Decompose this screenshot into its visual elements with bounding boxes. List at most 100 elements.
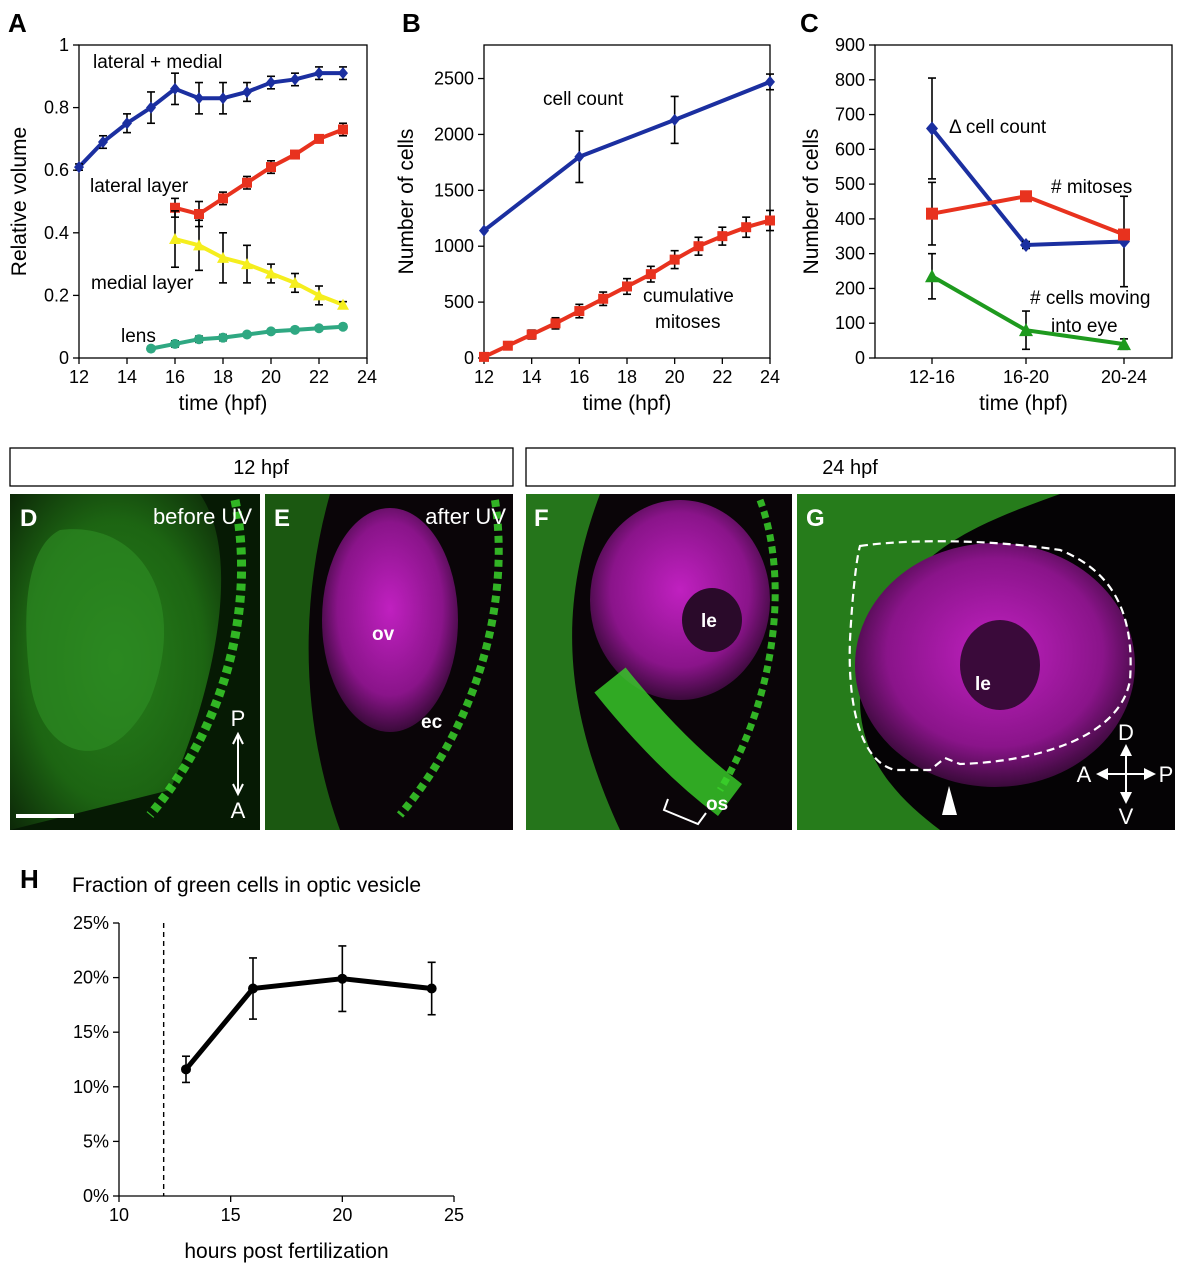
data-point: [314, 133, 324, 144]
data-point: [193, 239, 205, 251]
data-point: [550, 318, 561, 329]
data-point: [170, 202, 180, 213]
x-axis-label: time (hpf): [979, 392, 1068, 415]
panel-letter-c: C: [800, 8, 819, 38]
x-tick-label: 10: [109, 1205, 129, 1225]
data-point: [426, 983, 437, 994]
y-axis-label: Number of cells: [395, 129, 418, 275]
x-tick-label: 12: [69, 367, 89, 387]
micrograph-d: D before UV P A: [10, 494, 260, 830]
compass-icon: [1096, 744, 1156, 804]
y-tick-label: 0.8: [44, 98, 69, 118]
micro-d-a: A: [231, 798, 246, 823]
data-point: [741, 222, 752, 233]
x-tick-label: 14: [522, 367, 542, 387]
micro-d-label: before UV: [153, 504, 252, 529]
data-point: [313, 289, 325, 301]
data-point: [1118, 228, 1130, 241]
y-tick-label: 0.6: [44, 160, 69, 180]
y-tick-label: 400: [835, 209, 865, 229]
series-line: [77, 71, 343, 169]
data-point: [241, 258, 253, 270]
bracket-icon: [662, 798, 707, 826]
panel-letter-h: H: [20, 864, 39, 894]
y-tick-label: 15%: [73, 1022, 109, 1042]
data-point: [218, 193, 228, 204]
x-tick-label: 18: [213, 367, 233, 387]
data-point: [74, 161, 84, 174]
data-point: [1020, 237, 1032, 252]
series-label-lateral: lateral layer: [90, 176, 189, 197]
micrograph-f: F le os: [526, 494, 792, 830]
data-point: [925, 269, 939, 283]
data-point: [218, 92, 228, 105]
series-label-moving-2: into eye: [1051, 316, 1118, 337]
data-point: [337, 973, 348, 984]
plot-frame: [874, 44, 1173, 359]
series-label-moving-1: # cells moving: [1030, 288, 1150, 309]
data-point: [926, 121, 938, 136]
data-point: [266, 162, 276, 173]
chart-a: 12 14 16 18 20 22 24 0 0.2 0.4 0.6 0.8 1 time (hpf) Re…: [8, 35, 377, 415]
x-tick-label: 16: [165, 367, 185, 387]
data-point: [122, 117, 132, 130]
chart-title: Fraction of green cells in optic vesicle: [72, 874, 421, 897]
data-point: [218, 332, 228, 343]
data-point: [242, 329, 252, 340]
series-line: [184, 976, 432, 1071]
y-tick-label: 0.2: [44, 285, 69, 305]
y-tick-label: 2000: [434, 124, 474, 144]
data-point: [194, 209, 204, 220]
y-tick-label: 1000: [434, 236, 474, 256]
data-point: [598, 293, 609, 304]
chart-c: 0 100 200 300 400 500 600 700 800 900 12-16 16-20 20…: [800, 35, 1173, 415]
micrograph-e: E after UV ov ec: [265, 494, 513, 830]
y-tick-label: 0.4: [44, 223, 69, 243]
series-label-mitoses: # mitoses: [1051, 177, 1132, 198]
data-point: [289, 276, 301, 288]
data-point: [290, 324, 300, 335]
x-tick-label: 12-16: [909, 367, 955, 387]
x-tick-label: 12: [474, 367, 494, 387]
series-label-lens: lens: [121, 326, 156, 347]
x-tick-label: 22: [712, 367, 732, 387]
data-point: [717, 231, 728, 242]
x-tick-label: 15: [221, 1205, 241, 1225]
data-point: [265, 267, 277, 279]
micro-f-le: le: [701, 611, 717, 632]
data-point: [170, 338, 180, 349]
data-point: [669, 113, 680, 126]
data-point: [170, 82, 180, 95]
data-point: [502, 340, 513, 351]
data-point: [479, 224, 489, 237]
micro-letter-e: E: [274, 505, 290, 532]
x-tick-label: 24: [760, 367, 780, 387]
data-point: [479, 351, 489, 362]
x-tick-label: 14: [117, 367, 137, 387]
data-point: [290, 149, 300, 160]
x-tick-label: 20: [332, 1205, 352, 1225]
micrograph-g: G le D V A P: [797, 494, 1175, 830]
y-tick-label: 25%: [73, 913, 109, 933]
data-point: [169, 233, 181, 245]
y-tick-label: 1500: [434, 180, 474, 200]
x-tick-label: 16: [569, 367, 589, 387]
y-tick-label: 10%: [73, 1077, 109, 1097]
panel-letter-b: B: [402, 8, 421, 38]
data-point: [1019, 323, 1033, 337]
x-tick-label: 18: [617, 367, 637, 387]
series-label-cell-count: cell count: [543, 89, 624, 110]
y-tick-label: 600: [835, 139, 865, 159]
y-tick-label: 500: [444, 292, 474, 312]
y-tick-label: 300: [835, 244, 865, 264]
x-tick-label: 20-24: [1101, 367, 1147, 387]
chart-b: 12 14 16 18 20 22 24 0 500 1000 1500 2000 2500 time (…: [395, 44, 780, 415]
data-point: [146, 343, 156, 354]
micro-e-ov: ov: [372, 624, 395, 645]
micro-e-label: after UV: [425, 504, 506, 529]
chart-h: Fraction of green cells in optic vesicle…: [72, 874, 464, 1263]
data-point: [290, 73, 300, 86]
y-tick-label: 20%: [73, 968, 109, 988]
data-point: [314, 67, 324, 80]
plot-frame: [483, 44, 771, 359]
